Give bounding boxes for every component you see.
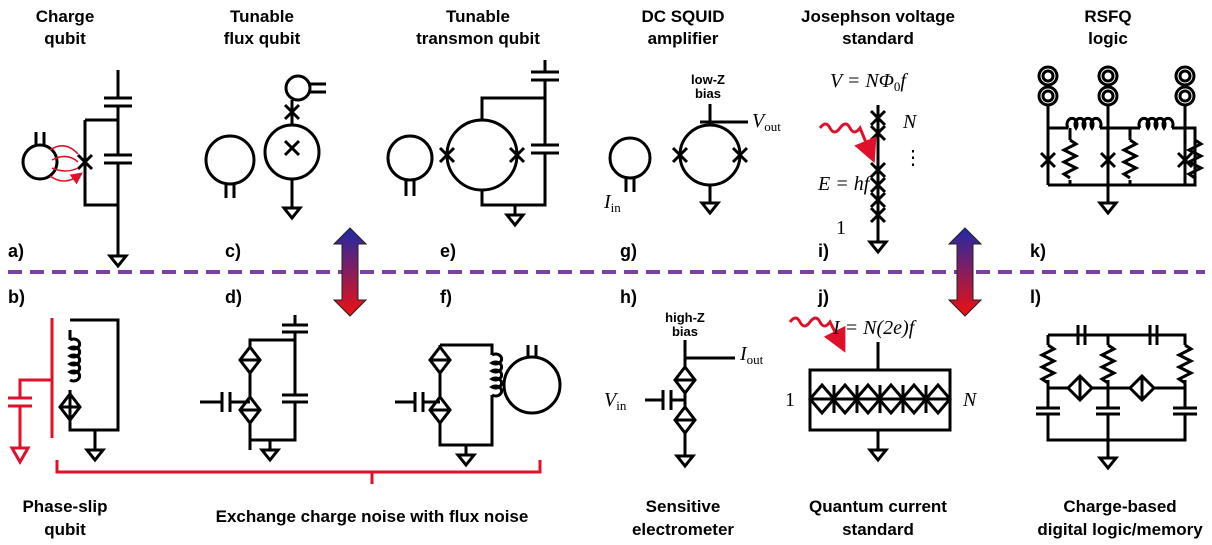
formula-part: f	[900, 70, 908, 92]
title: amplifier	[648, 29, 719, 48]
bias-label: high-Z	[665, 310, 705, 325]
bias-label: bias	[672, 324, 698, 339]
exchange-arrow	[947, 227, 983, 317]
subscript: out	[764, 119, 781, 134]
title: electrometer	[632, 520, 734, 539]
title: Charge-based	[1063, 497, 1176, 516]
first-label: 1	[836, 217, 846, 239]
output-label: Iout	[739, 343, 764, 367]
subscript: in	[616, 398, 627, 413]
rsfq-circuit	[1037, 65, 1203, 215]
bracket-caption: Exchange charge noise with flux noise	[216, 507, 529, 526]
bracket	[55, 460, 542, 484]
symbol: V	[752, 110, 767, 132]
transmon-circuit	[386, 60, 559, 227]
symbol: I	[603, 191, 612, 213]
title: Josephson voltage	[801, 7, 955, 26]
charge-qubit-circuit	[21, 70, 132, 268]
symbol: V	[604, 389, 619, 411]
formula: V = NΦ0f	[830, 70, 908, 94]
title: Phase-slip	[22, 497, 107, 516]
formula: I = N(2e)f	[832, 317, 917, 339]
symbol: I	[739, 343, 748, 365]
panel-label: g)	[620, 241, 637, 261]
title: qubit	[44, 29, 86, 48]
photon-label: E = hf	[817, 173, 872, 195]
panel-label: i)	[818, 241, 829, 261]
input-label: Iin	[603, 191, 621, 215]
bottom-titles: Phase-slip qubit Exchange charge noise w…	[22, 497, 1203, 539]
tunable-flux-circuit	[200, 315, 308, 462]
title: Tunable	[446, 7, 510, 26]
panel-label: j)	[817, 287, 829, 307]
count-label: N	[962, 389, 978, 411]
output-label: Vout	[752, 110, 781, 134]
title: DC SQUID	[641, 7, 724, 26]
flux-qubit-circuit	[204, 74, 326, 220]
input-label: Vin	[604, 389, 627, 413]
title: Tunable	[230, 7, 294, 26]
charge-logic-circuit	[1036, 325, 1197, 470]
panel-label: h)	[620, 287, 637, 307]
formula-part: V = NΦ	[830, 70, 894, 92]
panel-label: k)	[1030, 241, 1046, 261]
panel-label: d)	[225, 287, 242, 307]
exchange-arrow	[332, 227, 368, 317]
bias-label: bias	[695, 86, 721, 101]
current-standard-circuit: I = N(2e)f 1 N	[785, 316, 978, 462]
panel-labels: a) c) e) g) i) k) b) d) f) h) j) l)	[8, 241, 1046, 307]
phase-slip-circuit	[8, 318, 120, 466]
title: transmon qubit	[416, 29, 540, 48]
panel-label: c)	[225, 241, 241, 261]
bias-label: low-Z	[691, 72, 725, 87]
title: flux qubit	[224, 29, 301, 48]
formula-part: 0	[894, 79, 901, 94]
count-label: N	[902, 111, 918, 133]
title: qubit	[44, 520, 86, 539]
voltage-standard-circuit: V = NΦ0f N ⋮ E = hf 1	[817, 70, 923, 254]
subscript: in	[611, 200, 622, 215]
subscript: out	[747, 352, 764, 367]
title: digital logic/memory	[1037, 520, 1203, 539]
panel-label: f)	[440, 287, 452, 307]
tunable-transmon-circuit	[395, 343, 562, 467]
first-label: 1	[785, 389, 795, 411]
dots: ⋮	[903, 147, 923, 169]
squid-circuit: low-Z bias Vout Iin	[603, 72, 781, 215]
panel-label: e)	[440, 241, 456, 261]
title: logic	[1088, 29, 1128, 48]
title: Sensitive	[646, 497, 721, 516]
title: standard	[842, 520, 914, 539]
title: RSFQ	[1084, 7, 1131, 26]
title: Quantum current	[809, 497, 947, 516]
panel-label: b)	[8, 287, 25, 307]
panel-label: l)	[1030, 287, 1041, 307]
title: Charge	[36, 7, 95, 26]
top-titles: Charge qubit Tunable flux qubit Tunable …	[36, 7, 1132, 48]
title: standard	[842, 29, 914, 48]
panel-label: a)	[8, 241, 24, 261]
electrometer-circuit: high-Z bias Iout Vin	[604, 310, 764, 468]
